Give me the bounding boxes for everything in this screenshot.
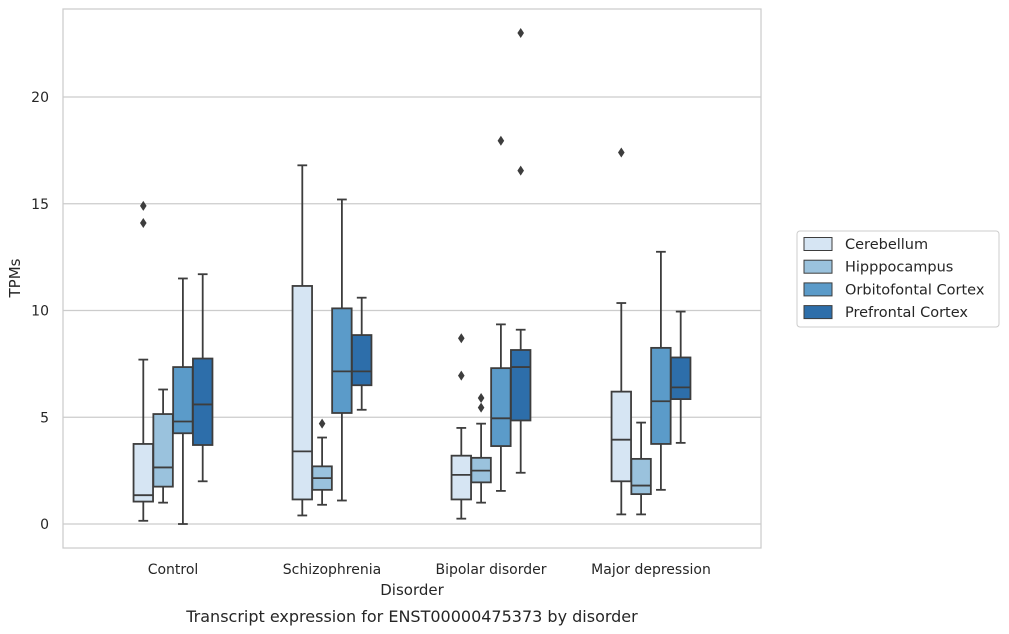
- x-tick-label: Schizophrenia: [283, 562, 381, 578]
- outlier-point: [140, 217, 147, 228]
- y-tick-label: 0: [40, 517, 49, 533]
- x-tick-label: Control: [148, 562, 199, 578]
- box-iqr: [172, 366, 194, 435]
- box-control: [132, 200, 154, 522]
- legend-item: Hipppocampus: [803, 259, 953, 276]
- x-axis-ticks: Control Schizophrenia Bipolar disorder Majo…: [148, 562, 711, 578]
- box-bipolar-disorder: [490, 135, 512, 492]
- outlier-point: [458, 333, 465, 344]
- box-control: [192, 273, 214, 483]
- y-tick-label: 15: [31, 197, 49, 213]
- outlier-point: [517, 27, 524, 38]
- outlier-point: [477, 393, 485, 404]
- figure-caption: Transcript expression for ENST0000047537…: [185, 607, 638, 626]
- box-iqr: [331, 307, 353, 414]
- box-major-depression: [630, 421, 652, 516]
- outlier-point: [517, 165, 524, 176]
- x-axis-label: Disorder: [380, 581, 444, 599]
- series-orbitofontal-cortex: [172, 135, 672, 525]
- legend-label: Prefrontal Cortex: [845, 305, 968, 321]
- box-iqr: [610, 390, 632, 483]
- series-hipppocampus: [152, 388, 652, 516]
- box-series: [132, 27, 692, 525]
- box-iqr: [192, 357, 214, 446]
- box-iqr: [510, 349, 532, 422]
- legend-swatch: [803, 282, 833, 297]
- legend-label: Cerebellum: [845, 237, 928, 253]
- box-control: [152, 388, 174, 504]
- outlier-point: [477, 402, 485, 413]
- legend: Cerebellum Hipppocampus Orbitofontal Corte…: [796, 230, 1000, 328]
- legend-label: Hipppocampus: [845, 260, 953, 276]
- legend-item: Cerebellum: [803, 237, 928, 253]
- y-axis-ticks: 0 5 10 15 20: [31, 90, 49, 533]
- x-tick-label: Bipolar disorder: [435, 562, 546, 578]
- box-iqr: [490, 367, 512, 447]
- box-iqr: [450, 454, 472, 501]
- outlier-point: [140, 200, 147, 211]
- outlier-point: [318, 418, 326, 429]
- legend-label: Orbitofontal Cortex: [845, 282, 985, 298]
- box-iqr: [351, 334, 373, 387]
- outlier-point: [458, 370, 465, 381]
- box-iqr: [152, 413, 174, 488]
- box-control: [172, 277, 194, 525]
- box-iqr: [291, 285, 313, 501]
- legend-swatch: [803, 305, 833, 320]
- legend-swatch: [803, 259, 833, 274]
- box-iqr: [670, 356, 692, 401]
- outlier-point: [497, 135, 505, 146]
- plot-area-frame: [62, 8, 762, 549]
- y-tick-label: 5: [40, 410, 49, 426]
- outlier-point: [618, 147, 625, 158]
- box-bipolar-disorder: [470, 393, 492, 504]
- box-major-depression: [610, 147, 632, 516]
- box-major-depression: [650, 250, 672, 491]
- y-axis-label: TPMs: [6, 258, 24, 298]
- y-tick-label: 10: [31, 304, 49, 320]
- box-schizophrenia: [351, 296, 373, 411]
- box-major-depression: [670, 310, 692, 444]
- box-schizophrenia: [291, 164, 313, 517]
- x-tick-label: Major depression: [591, 562, 711, 578]
- box-schizophrenia: [331, 198, 353, 502]
- legend-swatch: [803, 237, 833, 251]
- y-tick-label: 20: [31, 90, 49, 106]
- legend-item: Prefrontal Cortex: [803, 305, 968, 321]
- box-bipolar-disorder: [450, 333, 472, 520]
- legend-item: Orbitofontal Cortex: [803, 282, 985, 298]
- box-schizophrenia: [311, 418, 333, 506]
- box-iqr: [132, 443, 154, 503]
- box-bipolar-disorder: [510, 27, 532, 474]
- box-iqr: [650, 346, 672, 445]
- legend-frame: [796, 230, 1000, 328]
- box-iqr: [630, 457, 652, 496]
- series-prefrontal-cortex: [192, 27, 692, 483]
